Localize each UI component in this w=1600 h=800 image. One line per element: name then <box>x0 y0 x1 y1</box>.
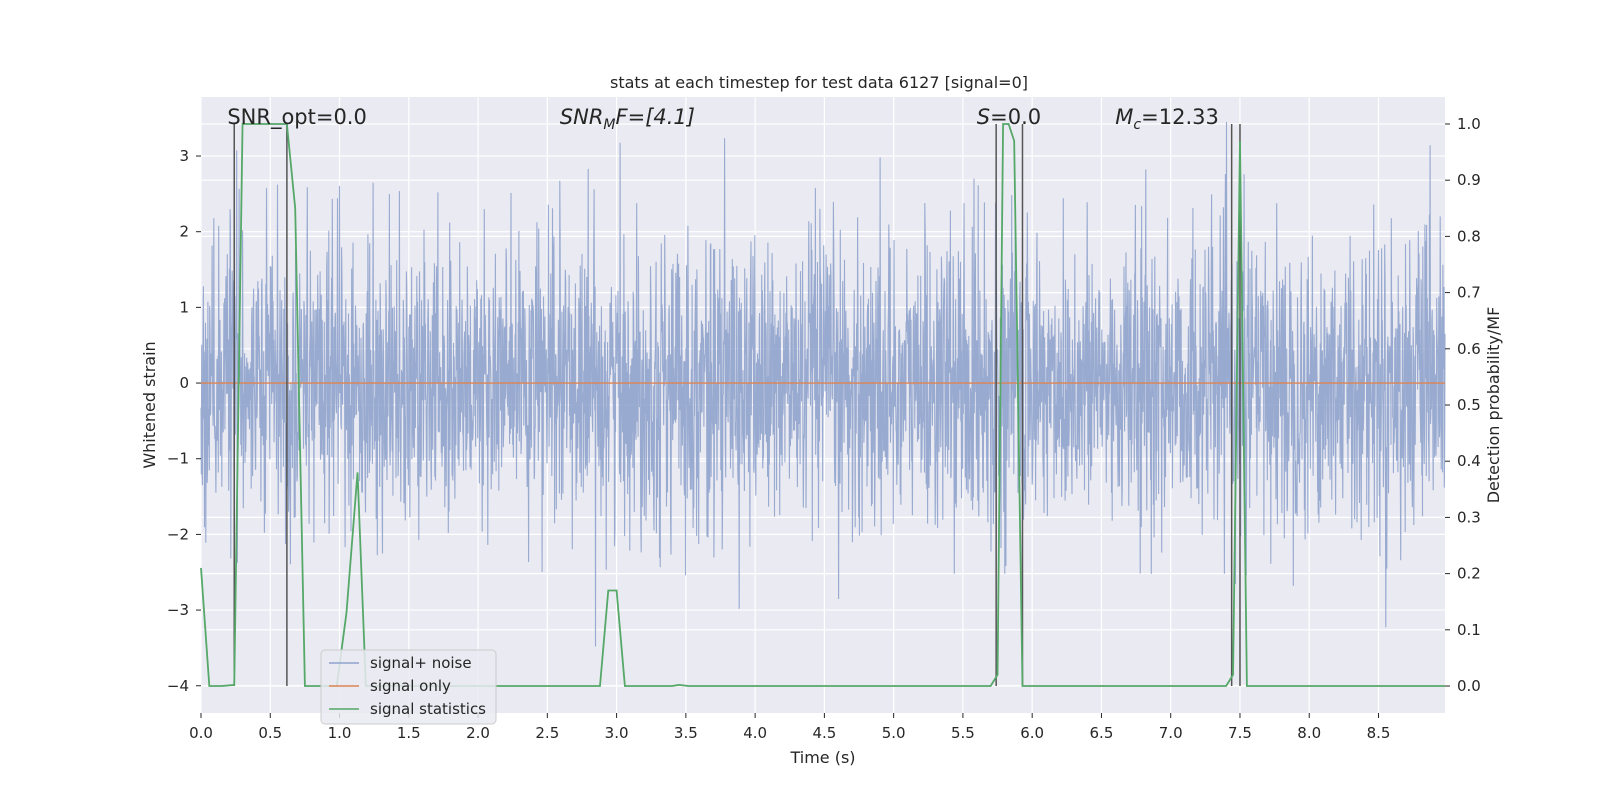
signal-statistics-series <box>200 123 1445 687</box>
annotation-snr-mf-part: F=[4.1] <box>616 105 695 129</box>
y-left-tick-label: 2 <box>179 223 189 241</box>
legend-label-signal-noise: signal+ noise <box>370 654 472 672</box>
x-tick-label: 4.0 <box>743 724 767 742</box>
x-tick-label: 8.5 <box>1367 724 1391 742</box>
x-tick-label: 1.0 <box>328 724 352 742</box>
legend-label-signal-only: signal only <box>370 677 451 695</box>
x-axis-label: Time (s) <box>789 748 855 767</box>
x-tick-label: 7.0 <box>1159 724 1183 742</box>
annotation-snr-mf-part: SNR <box>560 105 604 129</box>
y-right-tick-label: 0.3 <box>1457 508 1481 526</box>
y-right-tick-label: 0.9 <box>1457 171 1481 189</box>
y-left-tick-label: −2 <box>167 525 189 543</box>
y-left-tick-label: 1 <box>179 298 189 316</box>
y-left-tick-label: −4 <box>167 677 189 695</box>
x-tick-label: 6.5 <box>1090 724 1114 742</box>
x-tick-label: 8.0 <box>1297 724 1321 742</box>
x-tick-label: 6.0 <box>1020 724 1044 742</box>
y-right-tick-label: 0.8 <box>1457 227 1481 245</box>
y-left-tick-label: 3 <box>179 147 189 165</box>
y-right-tick-label: 0.6 <box>1457 340 1481 358</box>
y-right-tick-label: 0.5 <box>1457 396 1481 414</box>
x-tick-label: 2.0 <box>466 724 490 742</box>
annotation-mc: Mc=12.33 <box>1115 105 1219 133</box>
x-tick-label: 3.0 <box>605 724 629 742</box>
annotation-s-part: S <box>977 105 990 129</box>
x-tick-label: 0.0 <box>189 724 213 742</box>
y-right-tick-label: 0.1 <box>1457 621 1481 639</box>
signal-noise-line <box>200 121 1446 647</box>
vertical-markers <box>233 123 1241 687</box>
y-right-tick-label: 0.0 <box>1457 677 1481 695</box>
annotations: SNR_opt=0.0 SNRMF=[4.1] S=0.0 Mc=12.33 <box>227 105 1219 133</box>
x-tick-label: 3.5 <box>674 724 698 742</box>
y-left-tick-label: −1 <box>167 450 189 468</box>
x-tick-label: 0.5 <box>258 724 282 742</box>
y-right-tick-label: 0.2 <box>1457 565 1481 583</box>
y-left-tick-label: 0 <box>179 374 189 392</box>
x-tick-label: 5.5 <box>951 724 975 742</box>
annotation-mc-part: c <box>1133 117 1141 133</box>
annotation-mc-part: =12.33 <box>1141 105 1219 129</box>
x-tick-label: 1.5 <box>397 724 421 742</box>
x-tick-label: 5.0 <box>882 724 906 742</box>
legend: signal+ noise signal only signal statist… <box>320 649 497 725</box>
legend-label-signal-statistics: signal statistics <box>370 700 486 718</box>
annotation-s: S=0.0 <box>977 105 1041 129</box>
y-right-tick-label: 0.7 <box>1457 284 1481 302</box>
x-tick-label: 2.5 <box>535 724 559 742</box>
y-right-axis-label: Detection probability/MF <box>1484 307 1503 504</box>
y-left-axis-ticks: 3 2 1 0 −1 −2 −3 −4 <box>167 147 201 695</box>
annotation-snr-mf-part: M <box>603 117 615 133</box>
x-tick-label: 7.5 <box>1228 724 1252 742</box>
y-right-tick-label: 0.4 <box>1457 452 1481 470</box>
x-tick-label: 4.5 <box>812 724 836 742</box>
chart-title: stats at each timestep for test data 612… <box>610 73 1028 92</box>
annotation-snr-opt: SNR_opt=0.0 <box>227 105 367 130</box>
signal-noise-series <box>200 121 1446 647</box>
y-right-axis-ticks: 1.0 0.9 0.8 0.7 0.6 0.5 0.4 0.3 0.2 0.1 0.0 <box>1445 115 1481 695</box>
y-right-tick-label: 1.0 <box>1457 115 1481 133</box>
annotation-mc-part: M <box>1115 105 1133 129</box>
y-left-axis-label: Whitened strain <box>140 341 159 468</box>
annotation-s-part: =0.0 <box>990 105 1041 129</box>
y-left-tick-label: −3 <box>167 601 189 619</box>
signal-statistics-line <box>200 123 1445 687</box>
legend-box <box>320 649 497 725</box>
annotation-snr-mf: SNRMF=[4.1] <box>560 105 695 133</box>
x-axis-ticks: 0.0 0.5 1.0 1.5 2.0 2.5 3.0 3.5 4.0 4.5 5.0 5.5 6.0 6… <box>189 713 1390 742</box>
